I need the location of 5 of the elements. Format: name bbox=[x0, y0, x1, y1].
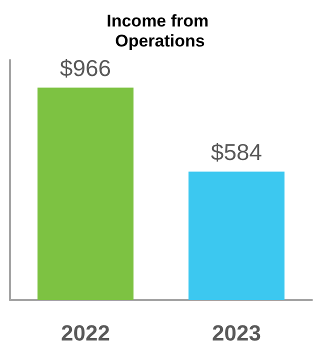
data-label: $584 bbox=[210, 139, 262, 166]
x-tick-label: 2022 bbox=[61, 320, 110, 346]
data-label: $966 bbox=[60, 55, 112, 82]
x-tick-label: 2023 bbox=[212, 320, 261, 346]
chart-title: Income from Operations bbox=[106, 12, 214, 50]
